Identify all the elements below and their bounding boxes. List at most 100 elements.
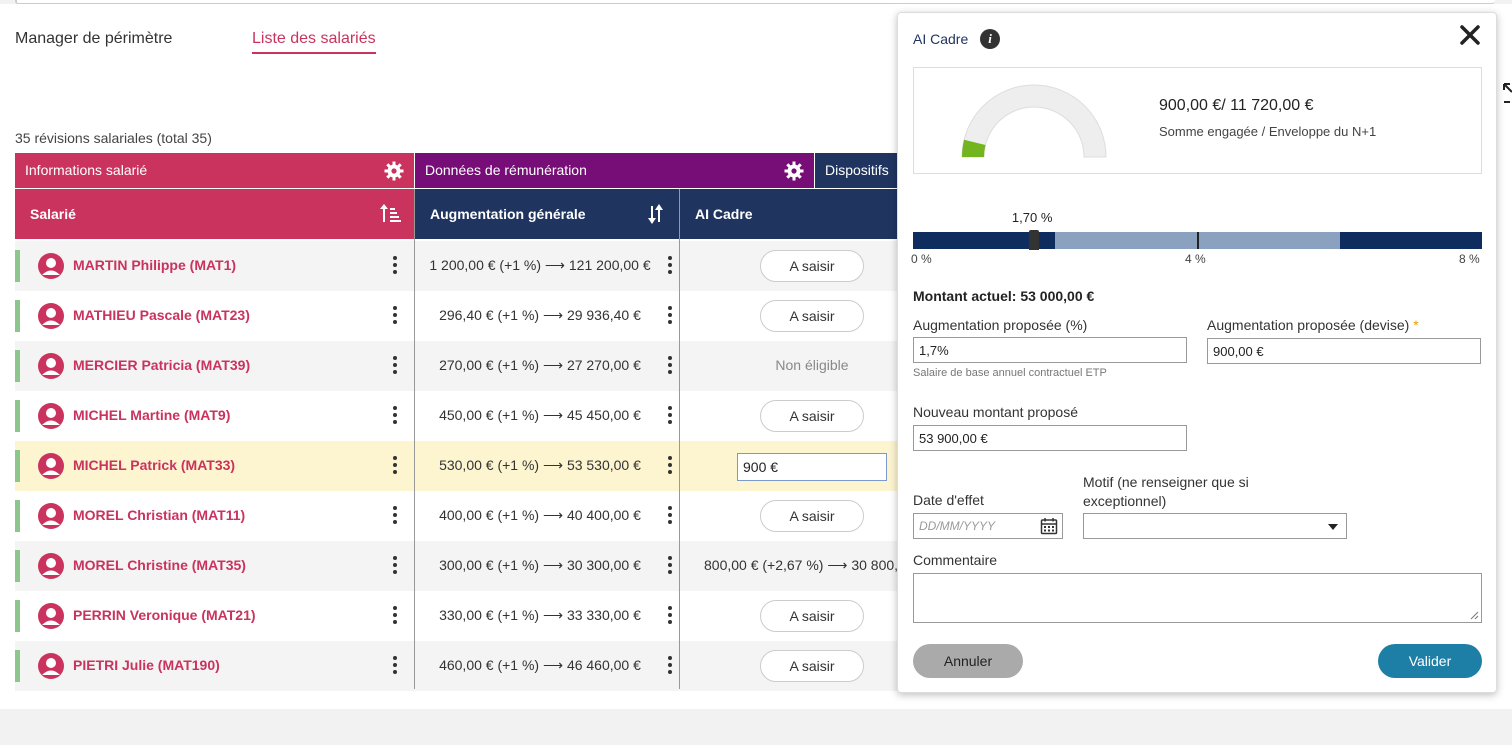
scale-bar [913, 230, 1482, 250]
augmentation-value: 330,00 € (+1 %) ⟶ 33 330,00 € [439, 607, 641, 623]
augmentation-menu-icon[interactable] [667, 656, 673, 676]
status-bar [15, 400, 20, 432]
envelope-gauge-box: 900,00 €/ 11 720,00 € Somme engagée / En… [913, 67, 1482, 174]
aug-pct-label: Augmentation proposée (%) [913, 317, 1088, 333]
status-bar [15, 550, 20, 582]
scale-marker [1028, 230, 1039, 250]
row-menu-icon[interactable] [392, 556, 398, 576]
scale-midpoint [1196, 232, 1199, 249]
ai-cadre-cell: A saisir [680, 391, 900, 441]
status-bar [15, 600, 20, 632]
comment-label: Commentaire [913, 552, 998, 568]
tab-liste-salaries[interactable]: Liste des salariés [252, 30, 376, 54]
employee-name[interactable]: PIETRI Julie (MAT190) [73, 657, 220, 673]
sort-icon[interactable] [645, 204, 667, 224]
employee-name[interactable]: MERCIER Patricia (MAT39) [73, 357, 251, 373]
avatar-icon [38, 353, 64, 379]
employee-name[interactable]: MARTIN Philippe (MAT1) [73, 257, 237, 273]
augmentation-menu-icon[interactable] [667, 506, 673, 526]
page-background-bottom [0, 709, 1512, 745]
row-menu-icon[interactable] [392, 406, 398, 426]
group-header-info: Informations salarié [15, 153, 414, 188]
column-label-partial: Var [1496, 205, 1512, 221]
augmentation-menu-icon[interactable] [667, 256, 673, 276]
tab-manager-perimetre[interactable]: Manager de périmètre [15, 30, 173, 47]
group-label-remuneration: Données de rémunération [425, 162, 587, 178]
augmentation-menu-icon[interactable] [667, 556, 673, 576]
a-saisir-button[interactable]: A saisir [760, 600, 864, 632]
row-menu-icon[interactable] [392, 306, 398, 326]
column-divider [679, 189, 680, 689]
augmentation-menu-icon[interactable] [667, 406, 673, 426]
submit-button[interactable]: Valider [1378, 644, 1482, 678]
column-header-augmentation[interactable]: Augmentation générale [415, 189, 679, 239]
avatar-icon [38, 403, 64, 429]
employee-name[interactable]: MICHEL Martine (MAT9) [73, 407, 231, 423]
status-bar [15, 300, 20, 332]
column-header-salarie[interactable]: Salarié [15, 189, 414, 239]
a-saisir-button[interactable]: A saisir [760, 300, 864, 332]
sort-ascending-icon[interactable] [380, 204, 402, 224]
modal-title: AI Cadre [913, 31, 969, 47]
date-field[interactable]: DD/MM/YYYY [913, 513, 1063, 539]
motif-select[interactable] [1083, 513, 1347, 539]
employee-name[interactable]: MOREL Christine (MAT35) [73, 557, 246, 573]
ai-cadre-cell: A saisir [680, 591, 900, 641]
augmentation-value: 530,00 € (+1 %) ⟶ 53 530,00 € [439, 457, 641, 473]
info-icon[interactable]: i [980, 29, 1000, 49]
table-row: MICHEL Patrick (MAT33) 530,00 € (+1 %) ⟶… [15, 441, 1495, 491]
group-header-remuneration: Données de rémunération [415, 153, 814, 188]
aug-devise-input[interactable] [1207, 338, 1481, 364]
column-label-ai-cadre: AI Cadre [695, 206, 753, 222]
ai-cadre-cell: A saisir [680, 241, 900, 291]
ai-cadre-cell: A saisir [680, 491, 900, 541]
scale-mid-label: 4 % [1185, 252, 1206, 266]
employee-name[interactable]: MICHEL Patrick (MAT33) [73, 457, 236, 473]
row-menu-icon[interactable] [392, 456, 398, 476]
avatar-icon [38, 603, 64, 629]
row-menu-icon[interactable] [392, 256, 398, 276]
aug-pct-hint: Salaire de base annuel contractuel ETP [913, 367, 1107, 379]
resize-handle-icon[interactable] [1469, 610, 1479, 620]
scale-min-label: 0 % [911, 252, 932, 266]
row-menu-icon[interactable] [392, 656, 398, 676]
status-bar [15, 500, 20, 532]
row-menu-icon[interactable] [392, 606, 398, 626]
augmentation-menu-icon[interactable] [667, 356, 673, 376]
status-bar [15, 350, 20, 382]
column-label-salarie: Salarié [30, 206, 76, 222]
gear-icon[interactable] [384, 161, 404, 181]
row-menu-icon[interactable] [392, 356, 398, 376]
a-saisir-button[interactable]: A saisir [760, 400, 864, 432]
augmentation-value: 1 200,00 € (+1 %) ⟶ 121 200,00 € [429, 257, 651, 273]
status-bar [15, 450, 20, 482]
employee-name[interactable]: MATHIEU Pascale (MAT23) [73, 307, 250, 323]
calendar-icon[interactable] [1040, 517, 1058, 535]
employee-name[interactable]: PERRIN Veronique (MAT21) [73, 607, 256, 623]
expand-icon[interactable] [1502, 82, 1512, 104]
a-saisir-button[interactable]: A saisir [760, 250, 864, 282]
row-menu-icon[interactable] [392, 506, 398, 526]
ai-cadre-cell [680, 441, 900, 491]
cancel-button[interactable]: Annuler [913, 644, 1023, 678]
ai-cadre-value: 800,00 € (+2,67 %) ⟶ 30 800,0 [704, 557, 906, 573]
close-icon[interactable] [1458, 23, 1482, 47]
a-saisir-button[interactable]: A saisir [760, 500, 864, 532]
status-bar [15, 650, 20, 682]
a-saisir-button[interactable]: A saisir [760, 650, 864, 682]
new-amount-input[interactable] [913, 425, 1187, 451]
aug-pct-input[interactable] [913, 337, 1187, 363]
required-mark: * [1413, 317, 1419, 333]
augmentation-menu-icon[interactable] [667, 306, 673, 326]
chevron-down-icon [1328, 524, 1338, 530]
employee-name[interactable]: MOREL Christian (MAT11) [73, 507, 246, 523]
ai-cadre-modal: AI Cadre i 900,00 €/ 11 720,00 € Somme e… [897, 12, 1497, 693]
ai-cadre-input[interactable] [737, 453, 887, 481]
ai-cadre-cell: 800,00 € (+2,67 %) ⟶ 30 800,0 [680, 541, 906, 591]
gear-icon[interactable] [784, 161, 804, 181]
comment-textarea[interactable] [913, 573, 1482, 623]
augmentation-menu-icon[interactable] [667, 606, 673, 626]
augmentation-menu-icon[interactable] [667, 456, 673, 476]
avatar-icon [38, 653, 64, 679]
ineligible-text: Non éligible [775, 357, 849, 373]
